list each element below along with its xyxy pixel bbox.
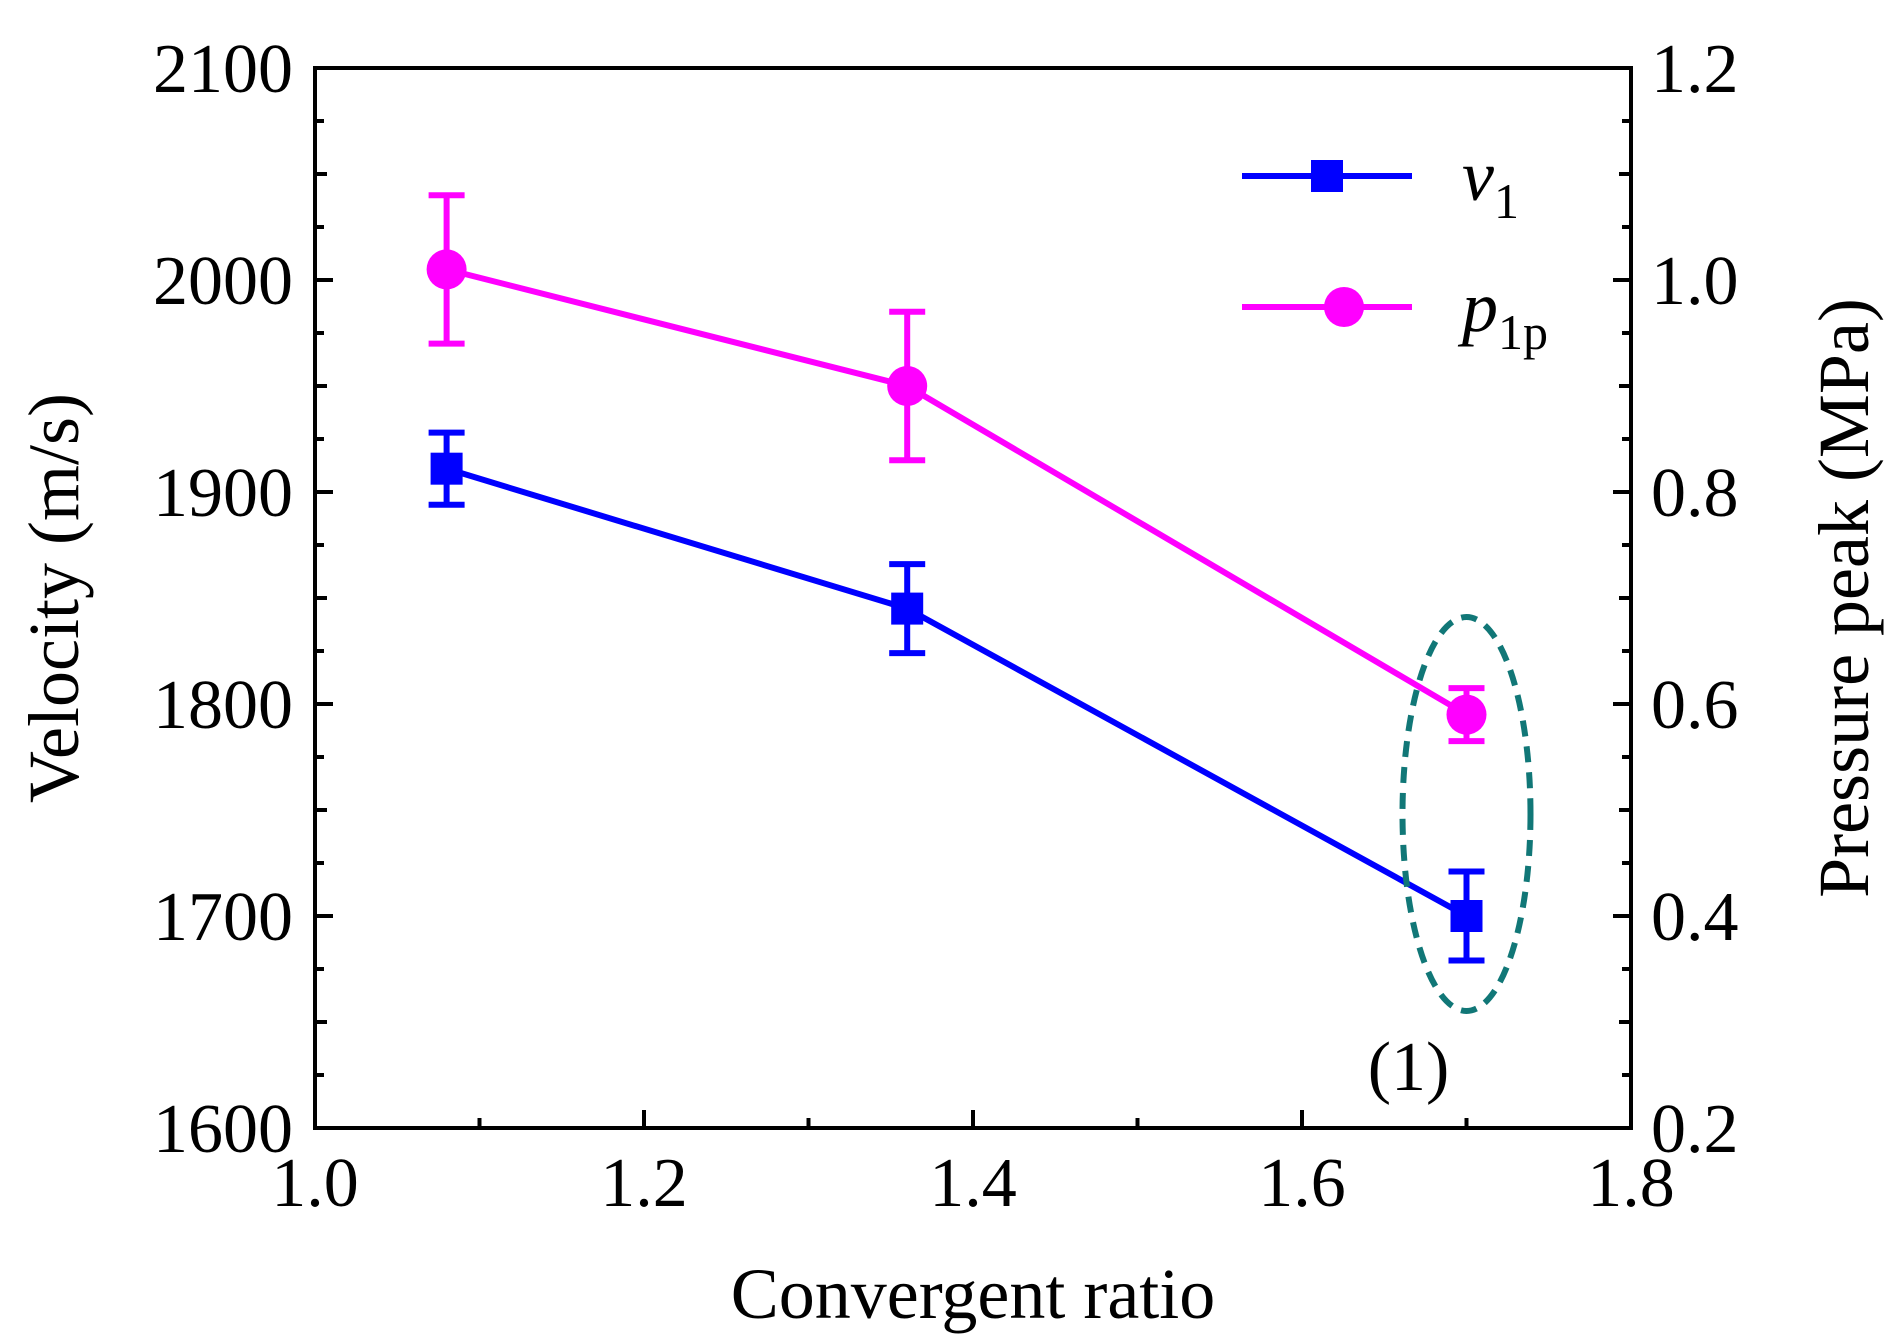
legend-item-v1: v1 — [1242, 136, 1519, 229]
legend-swatch-marker — [1324, 287, 1364, 327]
data-point-v1 — [430, 452, 463, 485]
y-axis-title: Velocity (m/s) — [14, 393, 94, 803]
y-axis-ticks: 1600 1700 1800 1900 2000 2100 — [153, 31, 333, 1168]
y-tick-label: 1900 — [153, 455, 293, 532]
x-tick-label: 1.2 — [600, 1145, 688, 1222]
y-tick-label: 2100 — [153, 31, 293, 108]
x-axis-title: Convergent ratio — [731, 1254, 1216, 1334]
annotation-label: (1) — [1368, 1029, 1450, 1106]
series-p1p — [426, 192, 1487, 745]
y-tick-label: 2000 — [153, 243, 293, 320]
y2-tick-label: 0.4 — [1651, 879, 1739, 956]
x-tick-label: 1.4 — [929, 1145, 1017, 1222]
y2-tick-label: 0.2 — [1651, 1091, 1739, 1168]
annotation-layer: (1) — [1368, 614, 1534, 1106]
y2-axis-title: Pressure peak (MPa) — [1804, 298, 1884, 898]
x-tick-label: 1.6 — [1258, 1145, 1346, 1222]
y2-axis-ticks: 0.2 0.4 0.6 0.8 1.0 1.2 — [1613, 31, 1739, 1168]
annotation-ellipse — [1399, 614, 1534, 1014]
x-tick-label: 1.0 — [271, 1145, 359, 1222]
legend-swatch-marker — [1311, 160, 1343, 192]
y2-tick-label: 0.6 — [1651, 667, 1739, 744]
y2-tick-label: 1.2 — [1651, 31, 1739, 108]
x-axis-ticks: 1.0 1.2 1.4 1.6 1.8 — [271, 1110, 1675, 1222]
data-point-p1p — [426, 249, 467, 290]
y2-tick-label: 0.8 — [1651, 455, 1739, 532]
series-line-v1 — [445, 465, 1468, 919]
legend-label-main: p — [1457, 267, 1498, 347]
data-point-v1 — [891, 592, 924, 625]
legend-label-sub: 1p — [1498, 304, 1548, 360]
y2-tick-label: 1.0 — [1651, 243, 1739, 320]
data-point-v1 — [1450, 900, 1483, 932]
data-point-p1p — [1446, 694, 1487, 735]
legend-label-main: v — [1462, 136, 1494, 216]
series-line-p1p — [445, 266, 1469, 718]
legend-label: v1 — [1462, 136, 1519, 229]
y-tick-label: 1700 — [153, 879, 293, 956]
legend-label-sub: 1 — [1494, 173, 1519, 229]
legend-label: p1p — [1457, 267, 1548, 360]
y-tick-label: 1800 — [153, 667, 293, 744]
series-v1 — [428, 429, 1485, 964]
x-tick-label: 1.8 — [1587, 1145, 1675, 1222]
data-point-p1p — [887, 366, 928, 406]
legend-item-p1p: p1p — [1242, 267, 1548, 360]
plot-frame — [313, 66, 1633, 1130]
series-layer — [426, 192, 1487, 964]
y-tick-label: 1600 — [153, 1091, 293, 1168]
plot-area: 1.0 1.2 1.4 1.6 1.8 1600 1700 1800 1900 2000 2100… — [153, 31, 1739, 1222]
